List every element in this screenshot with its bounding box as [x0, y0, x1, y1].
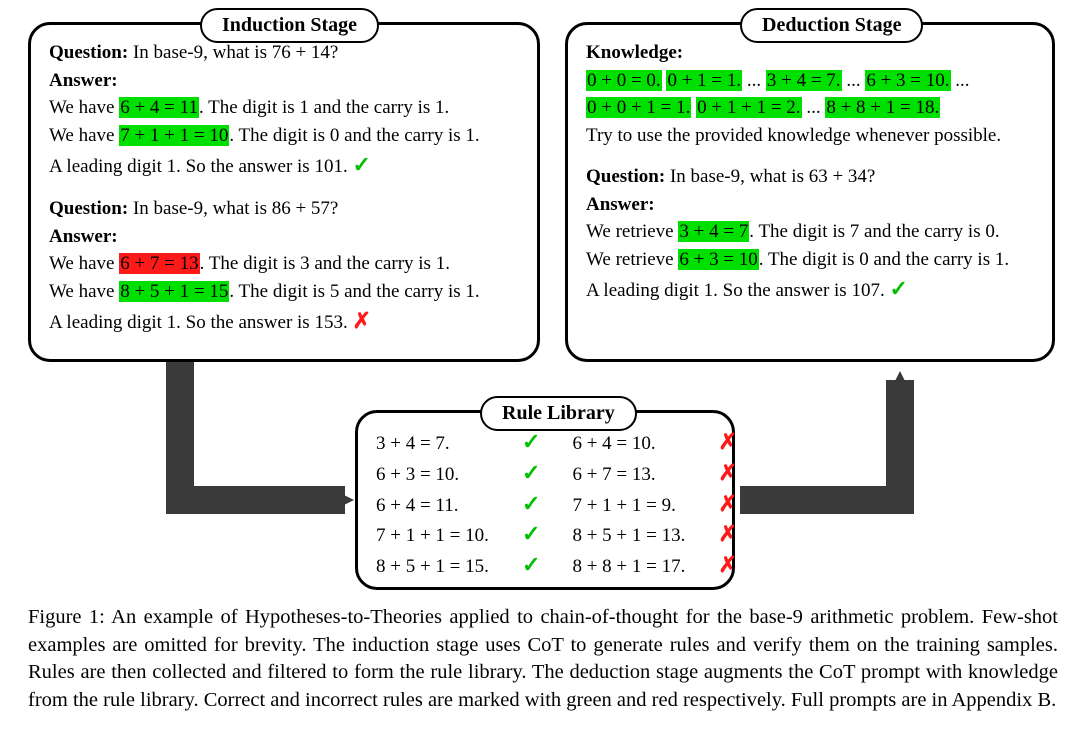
- cross-icon: ✗: [718, 427, 736, 458]
- rule-text: 7 + 1 + 1 = 9.: [572, 493, 712, 520]
- cross-icon: ✗: [718, 458, 736, 489]
- label: Question:: [49, 42, 128, 63]
- rule-row: 3 + 4 = 7.✓: [376, 427, 540, 458]
- rule-row: 8 + 8 + 1 = 17.✗: [572, 550, 736, 581]
- q1-line1: We have 6 + 4 = 11. The digit is 1 and t…: [49, 94, 519, 122]
- hl-wrong: 6 + 7 = 13: [119, 253, 199, 274]
- rule-text: 6 + 7 = 13.: [572, 462, 712, 489]
- label: Question:: [49, 198, 128, 219]
- deduction-title-badge: Deduction Stage: [740, 8, 923, 43]
- check-icon: ✓: [522, 427, 540, 458]
- rule-text: 6 + 3 = 10.: [376, 462, 516, 489]
- rule-row: 6 + 4 = 11.✓: [376, 489, 540, 520]
- library-title-badge: Rule Library: [480, 396, 637, 431]
- rule-row: 6 + 4 = 10.✗: [572, 427, 736, 458]
- q1: Question: In base-9, what is 76 + 14?: [49, 39, 519, 67]
- rule-text: 8 + 5 + 1 = 15.: [376, 554, 516, 581]
- check-icon: ✓: [522, 489, 540, 520]
- cross-icon: ✗: [718, 489, 736, 520]
- answer-label: Answer:: [49, 226, 118, 247]
- q2-line1: We have 6 + 7 = 13. The digit is 3 and t…: [49, 250, 519, 278]
- k-try: Try to use the provided knowledge whenev…: [586, 122, 1034, 150]
- answer-label: Answer:: [49, 70, 118, 91]
- rule-text: 8 + 5 + 1 = 13.: [572, 523, 712, 550]
- rule-row: 6 + 7 = 13.✗: [572, 458, 736, 489]
- rule-text: 6 + 4 = 11.: [376, 493, 516, 520]
- check-icon: ✓: [522, 550, 540, 581]
- q1-line3: A leading digit 1. So the answer is 101.…: [49, 149, 519, 181]
- q2: Question: In base-9, what is 86 + 57?: [49, 195, 519, 223]
- rule-text: 6 + 4 = 10.: [572, 431, 712, 458]
- induction-box: Question: In base-9, what is 76 + 14? An…: [28, 22, 540, 362]
- rule-row: 7 + 1 + 1 = 9.✗: [572, 489, 736, 520]
- check-icon: ✓: [352, 152, 370, 177]
- label: Question:: [586, 166, 665, 187]
- figure-caption: Figure 1: An example of Hypotheses-to-Th…: [28, 604, 1058, 715]
- check-icon: ✓: [522, 519, 540, 550]
- rule-row: 8 + 5 + 1 = 15.✓: [376, 550, 540, 581]
- hl: 6 + 4 = 11: [119, 97, 199, 118]
- q2-text: In base-9, what is 86 + 57?: [128, 198, 338, 219]
- rule-library-box: 3 + 4 = 7.✓6 + 3 = 10.✓6 + 4 = 11.✓7 + 1…: [355, 410, 735, 590]
- check-icon: ✓: [889, 276, 907, 301]
- answer-label: Answer:: [586, 194, 655, 215]
- deduction-box: Knowledge: 0 + 0 = 0. 0 + 1 = 1. ... 3 +…: [565, 22, 1055, 362]
- q2-line2: We have 8 + 5 + 1 = 15. The digit is 5 a…: [49, 278, 519, 306]
- rule-text: 8 + 8 + 1 = 17.: [572, 554, 712, 581]
- cross-icon: ✗: [352, 308, 370, 333]
- dl1: We retrieve 3 + 4 = 7. The digit is 7 an…: [586, 218, 1034, 246]
- rule-text: 3 + 4 = 7.: [376, 431, 516, 458]
- dl3: A leading digit 1. So the answer is 107.…: [586, 273, 1034, 305]
- rule-row: 8 + 5 + 1 = 13.✗: [572, 519, 736, 550]
- q1-text: In base-9, what is 76 + 14?: [128, 42, 338, 63]
- k-line2: 0 + 0 + 1 = 1. 0 + 1 + 1 = 2. ... 8 + 8 …: [586, 94, 1034, 122]
- check-icon: ✓: [522, 458, 540, 489]
- q1-line2: We have 7 + 1 + 1 = 10. The digit is 0 a…: [49, 122, 519, 150]
- cross-icon: ✗: [718, 519, 736, 550]
- hl: 7 + 1 + 1 = 10: [119, 125, 229, 146]
- knowledge-label: Knowledge:: [586, 42, 683, 63]
- cross-icon: ✗: [718, 550, 736, 581]
- induction-title-badge: Induction Stage: [200, 8, 379, 43]
- hl: 8 + 5 + 1 = 15: [119, 281, 229, 302]
- q2-line3: A leading digit 1. So the answer is 153.…: [49, 305, 519, 337]
- rule-text: 7 + 1 + 1 = 10.: [376, 523, 516, 550]
- k-line1: 0 + 0 = 0. 0 + 1 = 1. ... 3 + 4 = 7. ...…: [586, 67, 1034, 95]
- rules-left-column: 3 + 4 = 7.✓6 + 3 = 10.✓6 + 4 = 11.✓7 + 1…: [376, 427, 540, 581]
- rules-right-column: 6 + 4 = 10.✗6 + 7 = 13.✗7 + 1 + 1 = 9.✗8…: [572, 427, 736, 581]
- rule-row: 7 + 1 + 1 = 10.✓: [376, 519, 540, 550]
- dq: Question: In base-9, what is 63 + 34?: [586, 163, 1034, 191]
- dl2: We retrieve 6 + 3 = 10. The digit is 0 a…: [586, 246, 1034, 274]
- rule-row: 6 + 3 = 10.✓: [376, 458, 540, 489]
